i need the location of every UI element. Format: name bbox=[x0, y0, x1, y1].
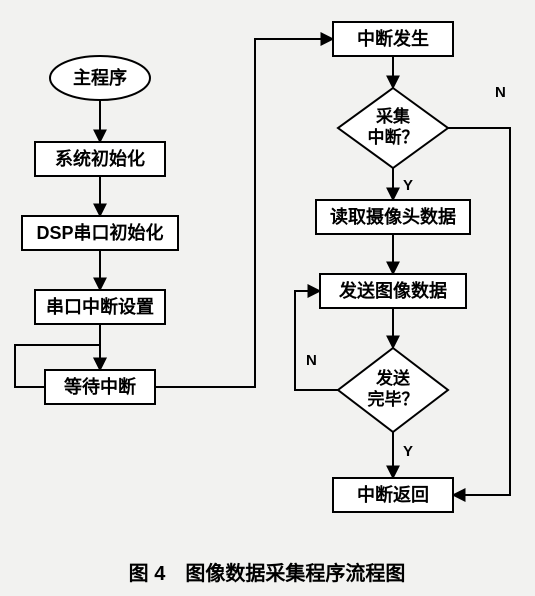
node-irqOccur: 中断发生 bbox=[333, 22, 453, 56]
nodes-layer: 主程序系统初始化 DSP串口初始化串口中断设置等待中断 中断发生采集中断？ 读取摄像头… bbox=[22, 22, 470, 512]
node-readCam: 读取摄像头数据 bbox=[316, 200, 470, 234]
node-waitIrq: 等待中断 bbox=[45, 370, 155, 404]
flowchart: Y N N Y 主程序系统初始化 DSP串口初始化串口中断设置等待中断 中断发生采集中断？… bbox=[0, 0, 535, 596]
node-label-irqOccur: 中断发生 bbox=[357, 28, 429, 49]
edge-label-d1-N-return: N bbox=[495, 84, 506, 101]
node-label-readCam: 读取摄像头数据 bbox=[330, 206, 456, 227]
figure-caption: 图 4 图像数据采集程序流程图 bbox=[129, 561, 406, 585]
node-label2-diamondDone: 完毕？ bbox=[368, 389, 419, 409]
node-init: 系统初始化 bbox=[35, 142, 165, 176]
node-label1-diamondDone: 发送 bbox=[375, 368, 411, 388]
edge-label-d2-Y-return: Y bbox=[403, 443, 413, 460]
edge-label-d1-Y-read: Y bbox=[403, 177, 413, 194]
edge-label-d2-N-send: N bbox=[306, 352, 317, 369]
node-label1-diamondAcq: 采集 bbox=[375, 106, 411, 126]
node-label-dspInit: DSP串口初始化 bbox=[36, 222, 163, 243]
node-label-start: 主程序 bbox=[73, 67, 127, 88]
edge-d1-N-return bbox=[448, 128, 510, 495]
node-label-waitIrq: 等待中断 bbox=[64, 376, 136, 397]
node-label-init: 系统初始化 bbox=[55, 148, 145, 169]
node-irqCfg: 串口中断设置 bbox=[35, 290, 165, 324]
node-dspInit: DSP串口初始化 bbox=[22, 216, 178, 250]
node-label-irqCfg: 串口中断设置 bbox=[46, 296, 154, 317]
node-diamondDone: 发送完毕？ bbox=[338, 348, 448, 432]
node-diamondAcq: 采集中断？ bbox=[338, 88, 448, 168]
node-label-sendImg: 发送图像数据 bbox=[338, 280, 447, 301]
node-irqReturn: 中断返回 bbox=[333, 478, 453, 512]
edges-layer: Y N N Y bbox=[15, 39, 510, 495]
edge-wait-irqOccur bbox=[155, 39, 333, 387]
node-label2-diamondAcq: 中断？ bbox=[368, 127, 419, 147]
node-start: 主程序 bbox=[50, 56, 150, 100]
node-sendImg: 发送图像数据 bbox=[320, 274, 466, 308]
node-label-irqReturn: 中断返回 bbox=[357, 484, 429, 505]
